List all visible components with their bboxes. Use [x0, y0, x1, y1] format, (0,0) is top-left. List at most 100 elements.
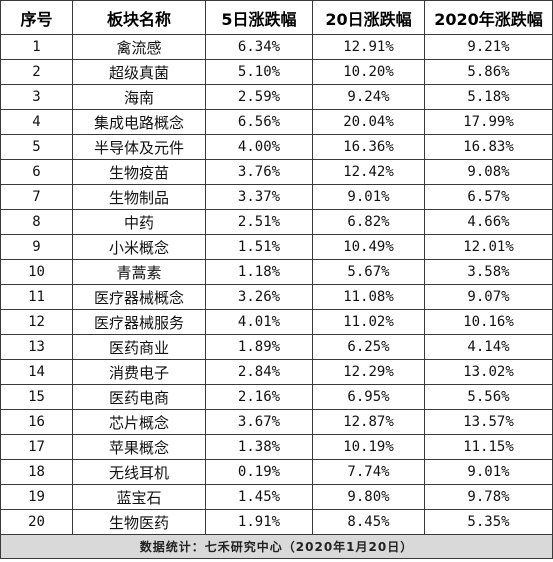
- cell-20day-change: 12.42%: [312, 159, 425, 185]
- header-20day-change: 20日涨跌幅: [312, 0, 425, 35]
- cell-20day-change: 11.02%: [312, 309, 425, 335]
- table-row: 14 消费电子 2.84% 12.29% 13.02%: [0, 359, 553, 385]
- cell-2020-change: 3.58%: [424, 259, 553, 285]
- cell-sector-name: 生物制品: [72, 184, 206, 210]
- cell-index: 16: [0, 409, 73, 435]
- cell-index: 18: [0, 459, 73, 485]
- table-row: 16 芯片概念 3.67% 12.87% 13.57%: [0, 409, 553, 435]
- cell-sector-name: 中药: [72, 209, 206, 235]
- cell-5day-change: 3.76%: [205, 159, 313, 185]
- cell-5day-change: 2.16%: [205, 384, 313, 410]
- header-2020-change: 2020年涨跌幅: [424, 0, 553, 35]
- cell-index: 15: [0, 384, 73, 410]
- cell-index: 3: [0, 84, 73, 110]
- cell-2020-change: 16.83%: [424, 134, 553, 160]
- cell-20day-change: 11.08%: [312, 284, 425, 310]
- cell-index: 7: [0, 184, 73, 210]
- table-row: 3 海南 2.59% 9.24% 5.18%: [0, 84, 553, 110]
- cell-index: 6: [0, 159, 73, 185]
- cell-2020-change: 13.02%: [424, 359, 553, 385]
- cell-2020-change: 9.07%: [424, 284, 553, 310]
- cell-20day-change: 16.36%: [312, 134, 425, 160]
- cell-sector-name: 无线耳机: [72, 459, 206, 485]
- cell-2020-change: 6.57%: [424, 184, 553, 210]
- table-row: 9 小米概念 1.51% 10.49% 12.01%: [0, 234, 553, 260]
- data-source-note: 数据统计：七禾研究中心（2020年1月20日）: [0, 534, 553, 559]
- cell-index: 17: [0, 434, 73, 460]
- cell-5day-change: 1.18%: [205, 259, 313, 285]
- cell-sector-name: 集成电路概念: [72, 109, 206, 135]
- table-row: 11 医疗器械概念 3.26% 11.08% 9.07%: [0, 284, 553, 310]
- cell-20day-change: 20.04%: [312, 109, 425, 135]
- cell-20day-change: 7.74%: [312, 459, 425, 485]
- cell-index: 20: [0, 509, 73, 535]
- cell-sector-name: 半导体及元件: [72, 134, 206, 160]
- table-row: 10 青蒿素 1.18% 5.67% 3.58%: [0, 259, 553, 285]
- cell-sector-name: 超级真菌: [72, 59, 206, 85]
- footer-row: 数据统计：七禾研究中心（2020年1月20日）: [0, 534, 553, 559]
- cell-index: 19: [0, 484, 73, 510]
- cell-5day-change: 3.37%: [205, 184, 313, 210]
- table-row: 5 半导体及元件 4.00% 16.36% 16.83%: [0, 134, 553, 160]
- header-row: 序号 板块名称 5日涨跌幅 20日涨跌幅 2020年涨跌幅: [0, 0, 553, 35]
- cell-5day-change: 4.00%: [205, 134, 313, 160]
- cell-5day-change: 6.56%: [205, 109, 313, 135]
- cell-2020-change: 17.99%: [424, 109, 553, 135]
- table-row: 6 生物疫苗 3.76% 12.42% 9.08%: [0, 159, 553, 185]
- cell-index: 4: [0, 109, 73, 135]
- table-row: 18 无线耳机 0.19% 7.74% 9.01%: [0, 459, 553, 485]
- cell-2020-change: 11.15%: [424, 434, 553, 460]
- cell-5day-change: 5.10%: [205, 59, 313, 85]
- table-row: 8 中药 2.51% 6.82% 4.66%: [0, 209, 553, 235]
- cell-20day-change: 6.25%: [312, 334, 425, 360]
- cell-sector-name: 青蒿素: [72, 259, 206, 285]
- cell-5day-change: 3.67%: [205, 409, 313, 435]
- cell-5day-change: 4.01%: [205, 309, 313, 335]
- cell-2020-change: 5.56%: [424, 384, 553, 410]
- cell-2020-change: 5.86%: [424, 59, 553, 85]
- cell-5day-change: 3.26%: [205, 284, 313, 310]
- cell-5day-change: 0.19%: [205, 459, 313, 485]
- cell-sector-name: 消费电子: [72, 359, 206, 385]
- cell-20day-change: 12.29%: [312, 359, 425, 385]
- cell-2020-change: 5.18%: [424, 84, 553, 110]
- cell-5day-change: 1.89%: [205, 334, 313, 360]
- cell-index: 1: [0, 34, 73, 60]
- cell-sector-name: 医疗器械服务: [72, 309, 206, 335]
- cell-20day-change: 12.87%: [312, 409, 425, 435]
- cell-sector-name: 生物疫苗: [72, 159, 206, 185]
- table-row: 4 集成电路概念 6.56% 20.04% 17.99%: [0, 109, 553, 135]
- cell-5day-change: 1.45%: [205, 484, 313, 510]
- cell-5day-change: 6.34%: [205, 34, 313, 60]
- cell-index: 12: [0, 309, 73, 335]
- cell-2020-change: 9.08%: [424, 159, 553, 185]
- cell-5day-change: 2.84%: [205, 359, 313, 385]
- cell-sector-name: 医药电商: [72, 384, 206, 410]
- cell-20day-change: 9.80%: [312, 484, 425, 510]
- table-row: 1 禽流感 6.34% 12.91% 9.21%: [0, 34, 553, 60]
- table-row: 12 医疗器械服务 4.01% 11.02% 10.16%: [0, 309, 553, 335]
- cell-sector-name: 禽流感: [72, 34, 206, 60]
- cell-2020-change: 9.01%: [424, 459, 553, 485]
- cell-2020-change: 13.57%: [424, 409, 553, 435]
- cell-index: 2: [0, 59, 73, 85]
- header-5day-change: 5日涨跌幅: [205, 0, 313, 35]
- cell-5day-change: 1.38%: [205, 434, 313, 460]
- cell-20day-change: 6.95%: [312, 384, 425, 410]
- cell-sector-name: 生物医药: [72, 509, 206, 535]
- cell-2020-change: 10.16%: [424, 309, 553, 335]
- cell-2020-change: 5.35%: [424, 509, 553, 535]
- table-row: 2 超级真菌 5.10% 10.20% 5.86%: [0, 59, 553, 85]
- table-row: 13 医药商业 1.89% 6.25% 4.14%: [0, 334, 553, 360]
- cell-index: 14: [0, 359, 73, 385]
- cell-index: 10: [0, 259, 73, 285]
- cell-20day-change: 10.20%: [312, 59, 425, 85]
- cell-20day-change: 6.82%: [312, 209, 425, 235]
- cell-2020-change: 12.01%: [424, 234, 553, 260]
- cell-20day-change: 12.91%: [312, 34, 425, 60]
- table-row: 19 蓝宝石 1.45% 9.80% 9.78%: [0, 484, 553, 510]
- cell-sector-name: 芯片概念: [72, 409, 206, 435]
- table-row: 7 生物制品 3.37% 9.01% 6.57%: [0, 184, 553, 210]
- cell-index: 8: [0, 209, 73, 235]
